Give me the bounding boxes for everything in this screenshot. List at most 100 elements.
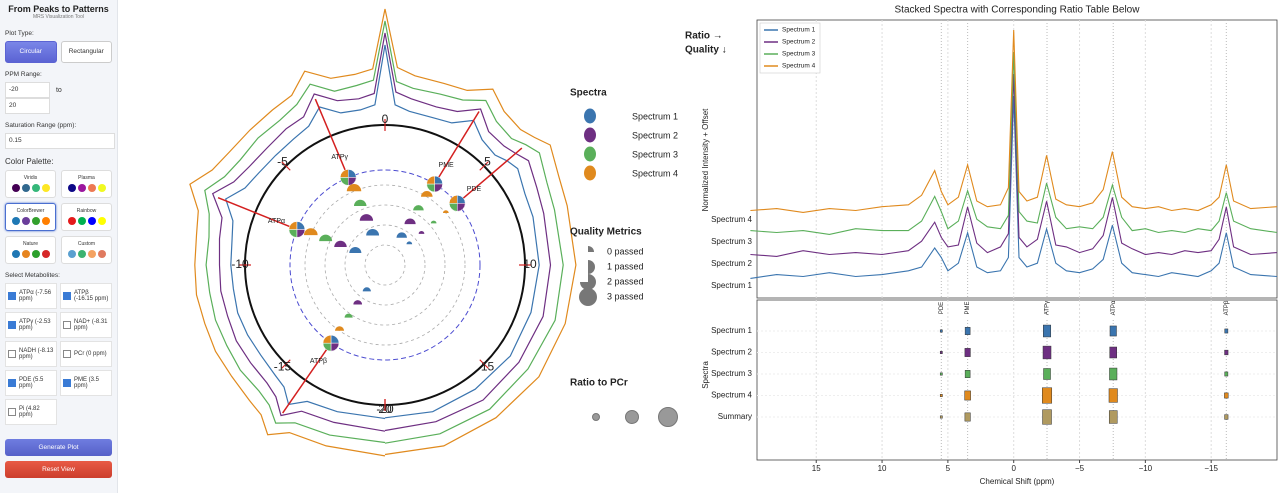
palette-name: Custom bbox=[77, 241, 96, 247]
ratio-cell bbox=[1224, 414, 1229, 420]
checkbox[interactable] bbox=[63, 379, 71, 387]
palette-name: Viridis bbox=[23, 175, 38, 181]
rectangular-button[interactable]: Rectangular bbox=[60, 41, 112, 63]
quality-pie-slice bbox=[347, 169, 357, 178]
metabolite-line bbox=[456, 147, 523, 204]
ratio-cell bbox=[939, 329, 943, 333]
checkbox[interactable] bbox=[8, 379, 16, 387]
palette-name: Plasma bbox=[78, 175, 95, 181]
metabolite-option[interactable]: ATPα (-7.56 ppm) bbox=[5, 283, 57, 309]
metabolite-option[interactable]: ATPβ (-16.15 ppm) bbox=[60, 283, 112, 309]
ppm-min-input[interactable]: -20 bbox=[5, 82, 50, 98]
quality-label: 1 passed bbox=[607, 261, 644, 271]
swatch bbox=[11, 217, 20, 225]
legend-swatch bbox=[584, 146, 596, 162]
ppm-max-input[interactable]: 20 bbox=[5, 98, 50, 114]
swatch bbox=[97, 250, 106, 258]
ratio-cell bbox=[1109, 325, 1117, 337]
ratio-cell bbox=[1043, 368, 1051, 380]
angle-tick-label: -15 bbox=[274, 360, 292, 374]
metabolite-option[interactable]: PCr (0 ppm) bbox=[60, 341, 112, 367]
metabolite-label: ATPγ bbox=[331, 154, 348, 161]
inner-ring bbox=[324, 204, 446, 326]
row-label: Spectrum 2 bbox=[711, 348, 752, 357]
ratio-marker bbox=[362, 287, 371, 292]
quality-pie-slice bbox=[322, 334, 332, 344]
metabolite-line bbox=[314, 98, 349, 178]
ratio-cell bbox=[1043, 324, 1052, 338]
ratio-cell bbox=[939, 372, 943, 376]
swatch bbox=[11, 184, 20, 192]
legend-swatch bbox=[584, 165, 596, 181]
palette-card[interactable]: ColorBrewer bbox=[5, 203, 56, 231]
legend-title: Quality Metrics bbox=[570, 227, 642, 238]
metabolite-label: ATPβ (-16.15 ppm) bbox=[74, 290, 109, 302]
ratio-cell bbox=[964, 348, 971, 357]
quality-pie-slice bbox=[448, 195, 458, 204]
palette-card[interactable]: Rainbow bbox=[61, 203, 112, 231]
checkbox[interactable] bbox=[8, 292, 16, 300]
y-tick-label: Spectrum 3 bbox=[711, 237, 752, 246]
metabolite-option[interactable]: NADH (-8.13 ppm) bbox=[5, 341, 57, 367]
x-tick-label: −15 bbox=[1204, 464, 1218, 473]
ratio-marker bbox=[418, 230, 425, 234]
column-label: PDE bbox=[939, 302, 945, 314]
legend-label: Spectrum 1 bbox=[782, 27, 816, 34]
quality-pie-slice bbox=[339, 169, 349, 178]
spectrum-line bbox=[750, 95, 1278, 279]
checkbox[interactable] bbox=[63, 321, 71, 329]
plot-type: Circular Rectangular bbox=[5, 41, 112, 63]
checkbox[interactable] bbox=[8, 408, 16, 416]
ratio-marker bbox=[303, 228, 318, 236]
metabolite-option[interactable]: PME (3.5 ppm) bbox=[60, 370, 112, 396]
metabolite-option[interactable]: ATPγ (-2.53 ppm) bbox=[5, 312, 57, 338]
metabolite-option[interactable]: NAD+ (-8.31 ppm) bbox=[60, 312, 112, 338]
palette-card[interactable]: Custom bbox=[61, 236, 112, 264]
quality-pie-slice bbox=[434, 175, 443, 185]
generate-button[interactable]: Generate Plot bbox=[5, 439, 112, 456]
legend-swatch bbox=[584, 108, 596, 124]
checkbox[interactable] bbox=[63, 292, 71, 300]
saturation-input[interactable]: 0.15 bbox=[5, 133, 115, 149]
checkbox[interactable] bbox=[8, 321, 16, 329]
metabolite-label: Pi (4.82 ppm) bbox=[19, 406, 40, 418]
palette-card[interactable]: Plasma bbox=[61, 170, 112, 198]
legend-label: Spectrum 1 bbox=[632, 111, 678, 121]
ratio-cell bbox=[1042, 409, 1052, 425]
angle-tick-label: -10 bbox=[231, 257, 249, 271]
checkbox[interactable] bbox=[8, 350, 16, 358]
row-label: Spectrum 1 bbox=[711, 326, 752, 335]
ratio-cell bbox=[1042, 387, 1053, 404]
ratio-marker bbox=[413, 205, 424, 211]
palette-name: Nature bbox=[22, 241, 38, 247]
ratio-marker bbox=[396, 232, 408, 238]
checkbox[interactable] bbox=[63, 350, 71, 358]
legend-label: Spectrum 2 bbox=[632, 130, 678, 140]
swatches bbox=[62, 181, 111, 194]
metabolite-option[interactable]: Pi (4.82 ppm) bbox=[5, 399, 57, 425]
ratio-marker bbox=[366, 229, 380, 236]
quality-pie-slice bbox=[448, 203, 458, 212]
angle-tick bbox=[281, 359, 291, 369]
swatch bbox=[77, 184, 86, 192]
angle-tick-label: 15 bbox=[481, 360, 495, 374]
inner-ring bbox=[344, 224, 426, 306]
palette-card[interactable]: Viridis bbox=[5, 170, 56, 198]
metabolite-option[interactable]: PDE (5.5 ppm) bbox=[5, 370, 57, 396]
x-tick-label: 0 bbox=[1011, 464, 1016, 473]
circular-button[interactable]: Circular bbox=[5, 41, 57, 63]
polar-panel bbox=[130, 8, 680, 493]
metabolite-label: ATPγ (-2.53 ppm) bbox=[19, 319, 51, 331]
ratio-marker bbox=[319, 234, 333, 242]
ratio-cell bbox=[1224, 392, 1229, 399]
reset-button[interactable]: Reset View bbox=[5, 461, 112, 478]
metabolite-label: ATPα (-7.56 ppm) bbox=[19, 290, 52, 302]
ratio-marker bbox=[421, 190, 433, 197]
ratio-cell bbox=[964, 390, 971, 401]
metabolite-line bbox=[282, 342, 332, 414]
axis-note: Quality ↓ bbox=[685, 45, 727, 56]
ratio-size-icon bbox=[625, 410, 639, 424]
legend-title: Spectra bbox=[570, 88, 607, 99]
palette-card[interactable]: Nature bbox=[5, 236, 56, 264]
